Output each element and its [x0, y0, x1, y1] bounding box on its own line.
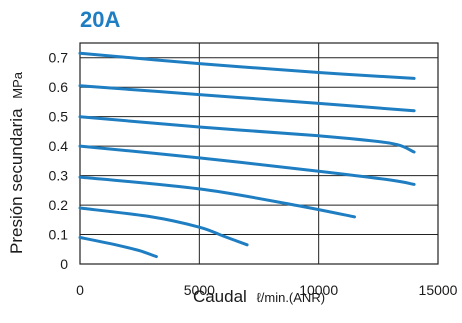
x-tick-label: 10000 — [299, 282, 338, 298]
x-tick-label: 15000 — [419, 282, 458, 298]
series-line-2 — [78, 84, 416, 113]
x-tick-label: 0 — [76, 282, 84, 298]
chart-title: 20A — [80, 7, 120, 32]
x-axis-label-text: Caudal — [193, 287, 247, 306]
series-line-6 — [78, 206, 249, 247]
y-tick-label: 0.7 — [49, 50, 69, 66]
y-axis-label-text: Presión secundaria — [7, 108, 26, 254]
y-axis-unit: MPa — [10, 71, 25, 99]
y-tick-label: 0.6 — [49, 79, 69, 95]
y-tick-label: 0.3 — [49, 168, 69, 184]
y-tick-label: 0.2 — [49, 197, 69, 213]
series-line-3 — [78, 115, 416, 154]
y-tick-labels: 0 0.1 0.2 0.3 0.4 0.5 0.6 0.7 — [49, 50, 69, 272]
y-axis-label: Presión secundaria MPa — [7, 71, 26, 254]
series-line-7 — [78, 236, 158, 259]
series-group — [78, 51, 416, 259]
y-tick-label: 0.1 — [49, 227, 69, 243]
plot-frame — [79, 42, 439, 265]
x-axis-unit: ℓ/min.(ANR) — [257, 290, 325, 305]
x-tick-labels: 0 5000 10000 15000 — [76, 282, 458, 298]
y-tick-label: 0.5 — [49, 109, 69, 125]
y-tick-label: 0 — [60, 256, 68, 272]
x-axis-label: Caudal ℓ/min.(ANR) — [193, 287, 325, 306]
series-line-1 — [78, 51, 416, 80]
y-tick-label: 0.4 — [49, 138, 69, 154]
x-tick-label: 5000 — [184, 282, 215, 298]
series-line-4 — [78, 144, 416, 186]
series-line-5 — [78, 175, 356, 219]
